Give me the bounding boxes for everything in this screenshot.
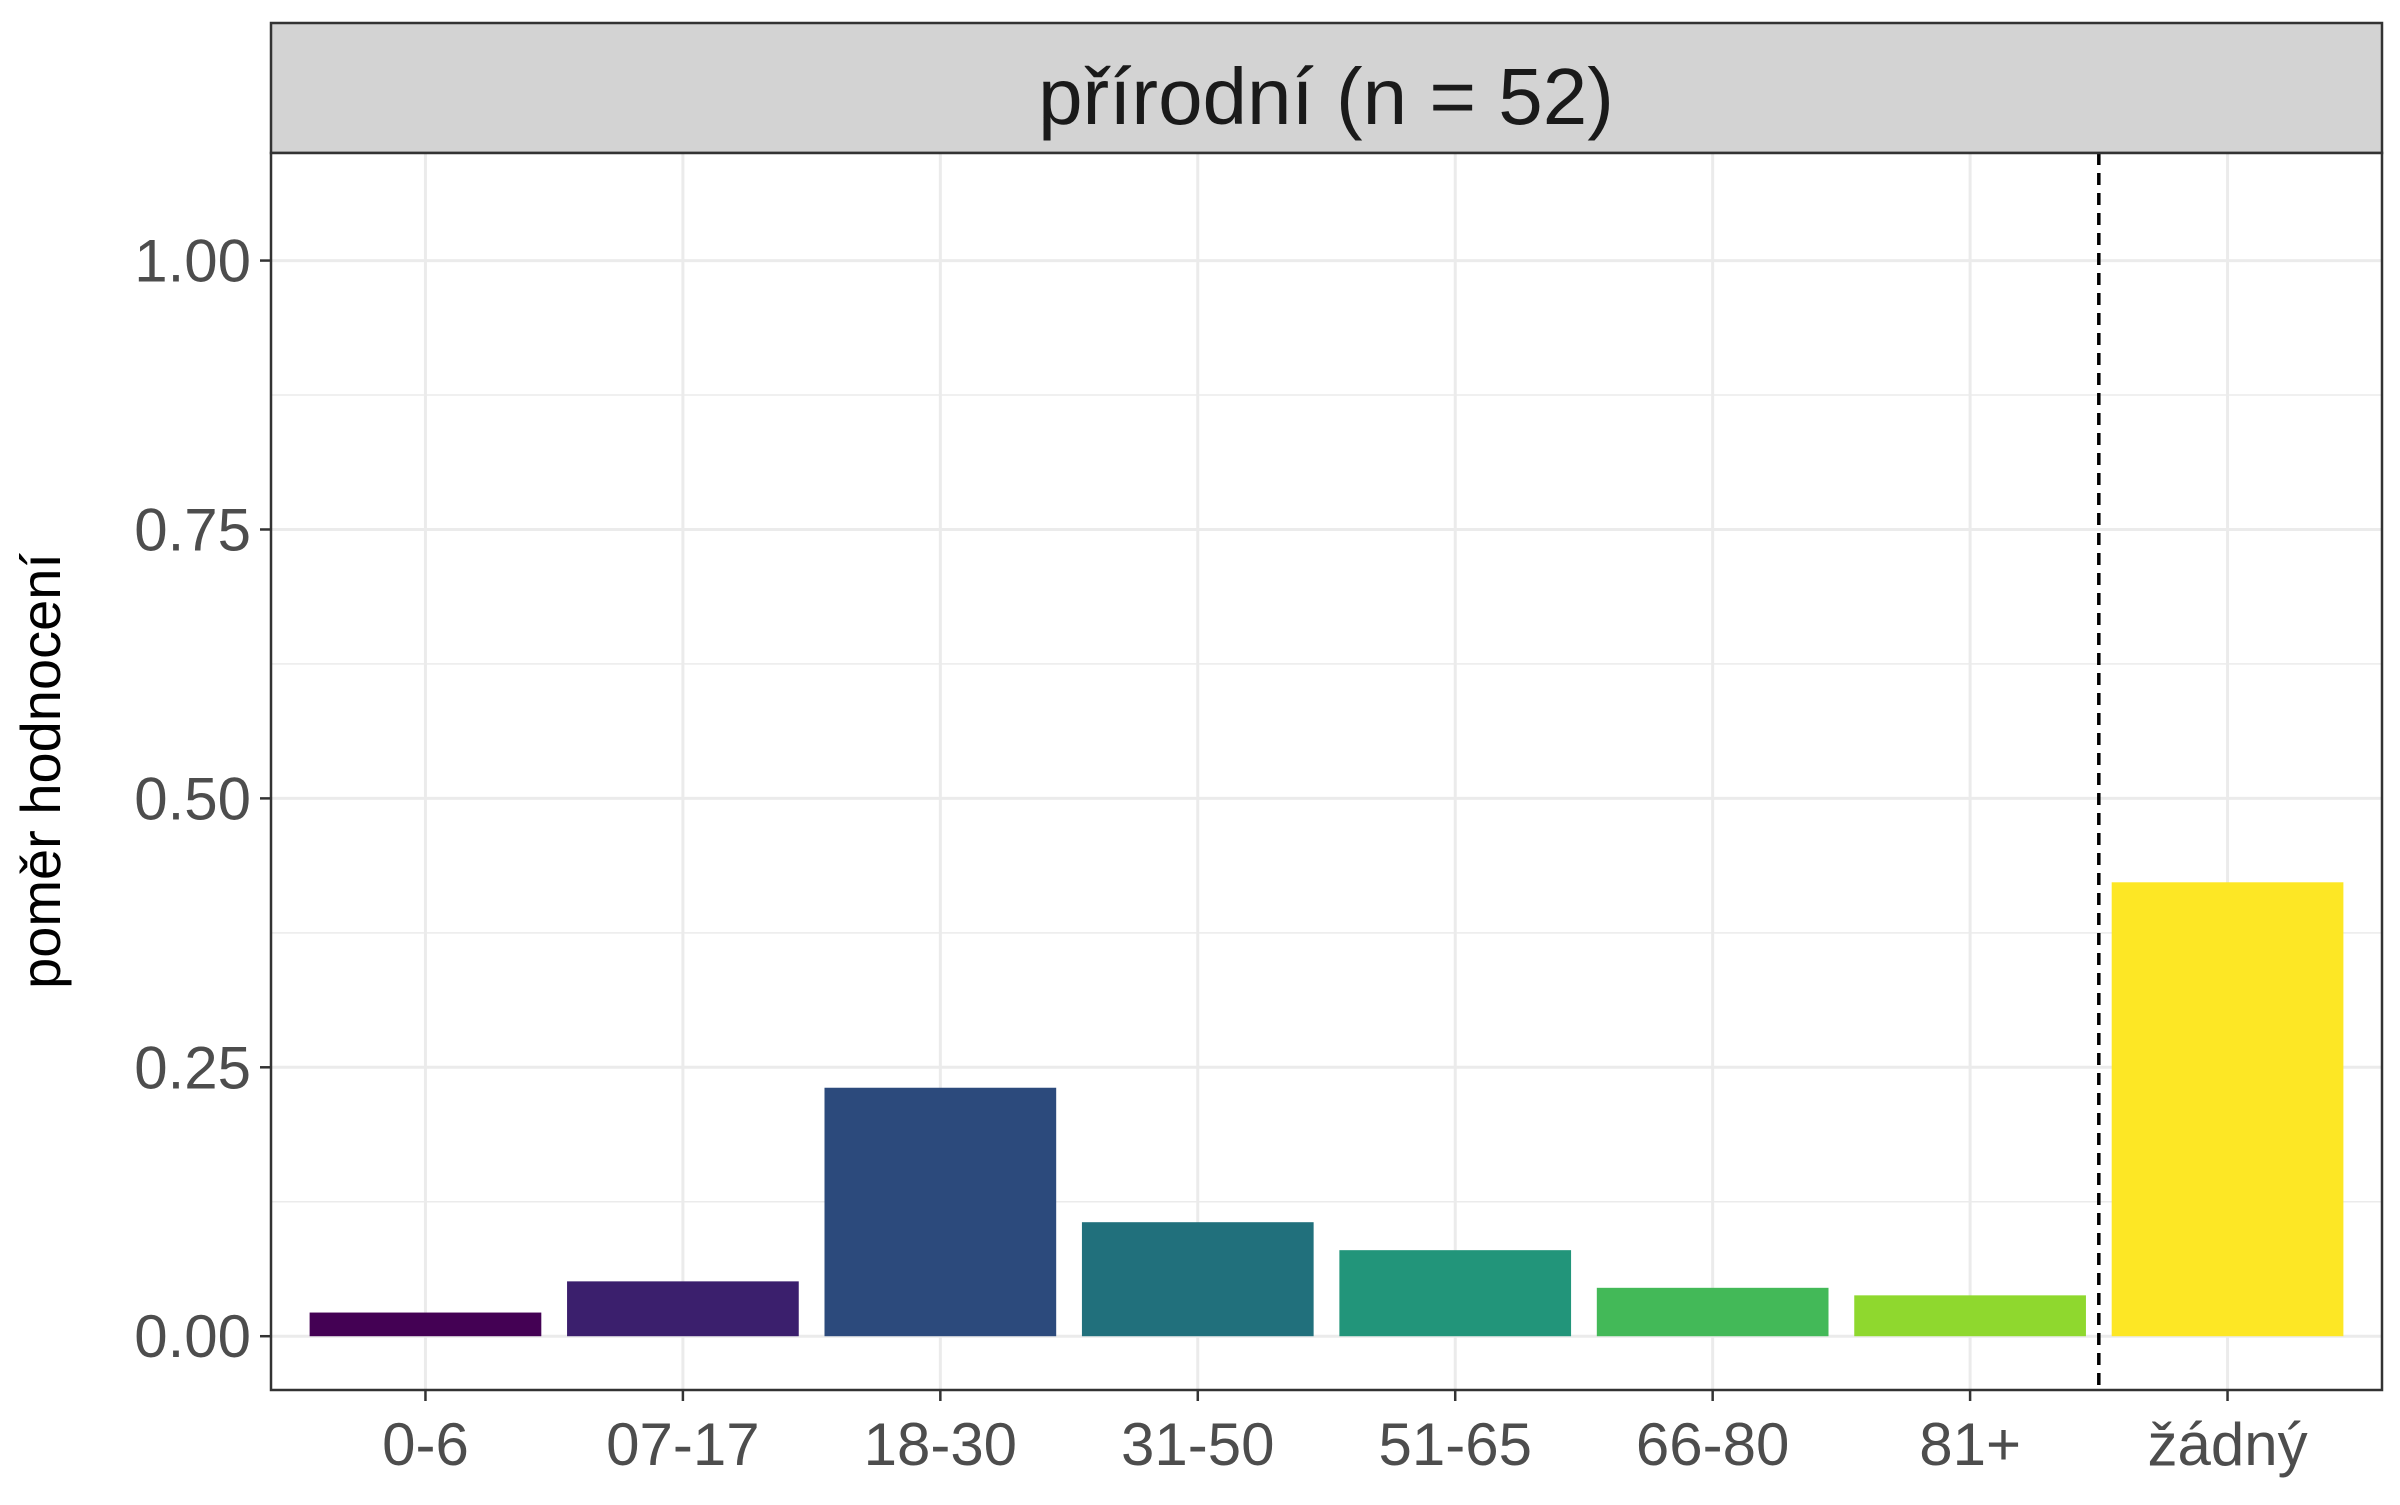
y-tick-label: 0.00	[134, 1303, 251, 1370]
x-tick-label: 51-65	[1378, 1411, 1531, 1478]
panel-border	[269, 151, 2384, 1392]
y-axis: 0.00 0.25 0.50 0.75 1.00	[134, 228, 271, 1370]
x-tick-label: 66-80	[1636, 1411, 1789, 1478]
x-tick-label: žádný	[2147, 1411, 2307, 1478]
y-tick-label: 0.25	[134, 1034, 251, 1101]
bar-51-65	[1339, 1250, 1572, 1337]
y-tick-label: 0.75	[134, 496, 251, 563]
bar-31-50	[1081, 1222, 1314, 1337]
bar-žádný	[2111, 882, 2344, 1337]
bar-81+	[1854, 1295, 2086, 1337]
facet-strip: přírodní (n = 52)	[269, 21, 2384, 155]
x-tick-label: 0-6	[382, 1411, 469, 1478]
bar-0-6	[309, 1312, 542, 1337]
y-tick-label: 1.00	[134, 228, 251, 295]
x-tick-label: 81+	[1919, 1411, 2021, 1478]
facet-strip-background	[269, 21, 2384, 155]
bars-layer	[309, 882, 2344, 1337]
x-tick-label: 07-17	[606, 1411, 759, 1478]
facet-strip-label: přírodní (n = 52)	[1038, 52, 1614, 141]
x-axis: 0-6 07-17 18-30 31-50 51-65 66-80 81+ žádný	[382, 1390, 2308, 1478]
bar-07-17	[567, 1281, 799, 1337]
y-tick-label: 0.50	[134, 765, 251, 832]
x-tick-label: 18-30	[864, 1411, 1017, 1478]
bar-18-30	[824, 1087, 1057, 1337]
y-axis-title: poměr hodnocení	[9, 553, 72, 989]
panel-background	[271, 153, 2382, 1390]
plot-panel	[269, 151, 2384, 1392]
bar-66-80	[1596, 1287, 1829, 1337]
grid-layer	[271, 153, 2382, 1390]
x-tick-label: 31-50	[1121, 1411, 1274, 1478]
